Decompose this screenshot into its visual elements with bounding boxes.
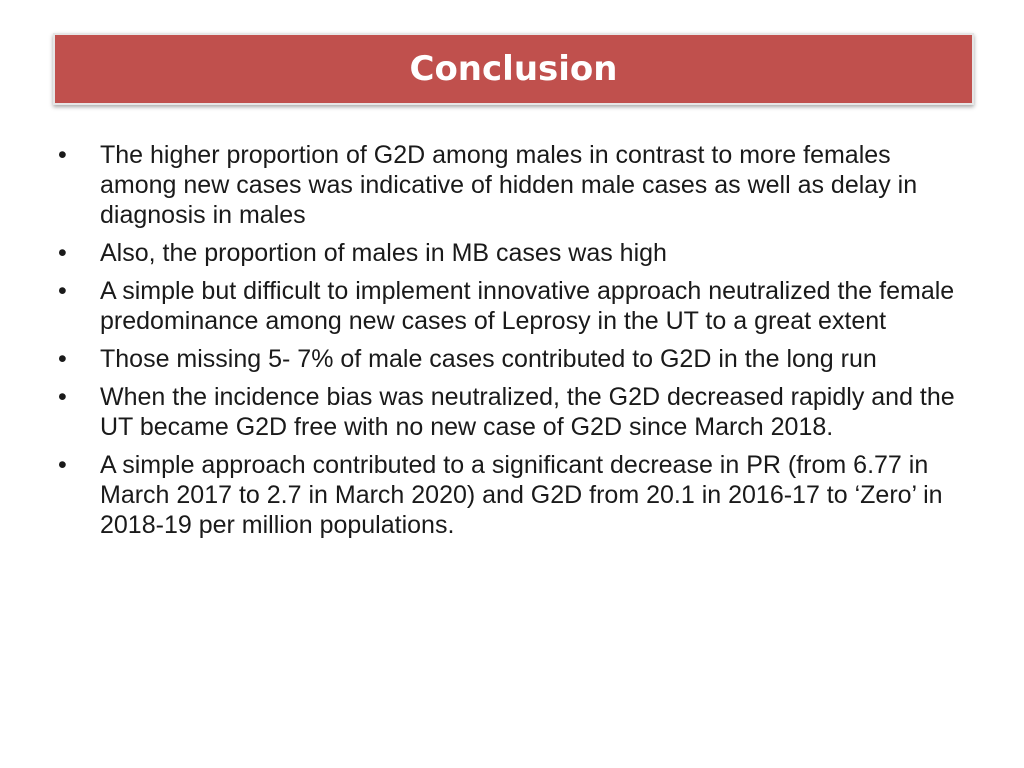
- bullet-item: • Those missing 5- 7% of male cases cont…: [58, 344, 973, 374]
- bullet-text: A simple approach contributed to a signi…: [100, 451, 943, 539]
- bullet-text: The higher proportion of G2D among males…: [100, 141, 918, 229]
- bullet-text: Those missing 5- 7% of male cases contri…: [100, 345, 877, 373]
- slide-title: Conclusion: [409, 49, 618, 89]
- bullet-item: • A simple but difficult to implement in…: [58, 276, 973, 336]
- bullet-item: • A simple approach contributed to a sig…: [58, 450, 973, 540]
- bullet-dot-icon: •: [58, 451, 67, 479]
- bullet-text: When the incidence bias was neutralized,…: [100, 383, 955, 441]
- bullet-item: • When the incidence bias was neutralize…: [58, 382, 973, 442]
- bullet-item: • Also, the proportion of males in MB ca…: [58, 238, 973, 268]
- bullet-dot-icon: •: [58, 239, 67, 267]
- bullet-text: A simple but difficult to implement inno…: [100, 277, 955, 335]
- bullet-list: • The higher proportion of G2D among mal…: [58, 140, 973, 548]
- bullet-text: Also, the proportion of males in MB case…: [100, 239, 667, 267]
- bullet-dot-icon: •: [58, 383, 67, 411]
- title-bar: Conclusion: [53, 33, 974, 105]
- bullet-dot-icon: •: [58, 141, 67, 169]
- bullet-item: • The higher proportion of G2D among mal…: [58, 140, 973, 230]
- bullet-dot-icon: •: [58, 277, 67, 305]
- bullet-dot-icon: •: [58, 345, 67, 373]
